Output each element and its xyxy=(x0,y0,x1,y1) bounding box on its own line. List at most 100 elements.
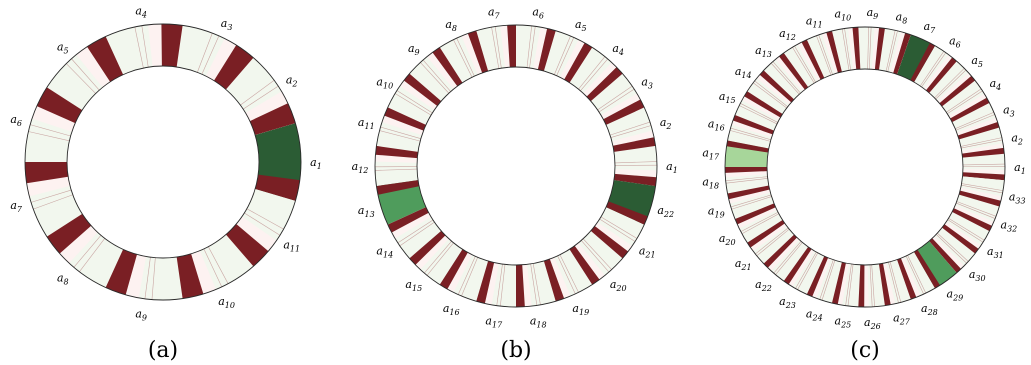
segment-label-subscript: 11 xyxy=(812,21,822,30)
segment-guide-line xyxy=(208,246,229,284)
segment-subband xyxy=(756,74,792,105)
segment-label-subscript: 14 xyxy=(741,71,751,80)
segment-label-a24: a24 xyxy=(806,308,823,323)
segment-subband xyxy=(125,254,147,298)
segment-guide-line xyxy=(731,196,772,210)
divider-band-2 xyxy=(962,147,1005,158)
segment-guide-line xyxy=(614,161,657,164)
segment-guide-line xyxy=(529,26,536,68)
segment-label-a3: a3 xyxy=(1003,103,1015,118)
segment-label-a12: a12 xyxy=(779,27,796,42)
segment-subband xyxy=(962,169,1005,175)
segment-subband xyxy=(533,27,548,70)
segment-guide-line xyxy=(725,178,768,184)
segment-guide-line xyxy=(740,103,778,123)
segment-guide-line xyxy=(581,240,610,273)
segment-label-a22: a22 xyxy=(755,278,772,293)
segment-label-a4: a4 xyxy=(135,5,147,20)
segment-guide-line xyxy=(559,254,579,293)
segment-guide-line xyxy=(887,30,898,72)
segment-guide-line xyxy=(556,37,575,76)
segment-guide-line xyxy=(532,263,541,305)
segment-label-a11: a11 xyxy=(283,239,300,254)
segment-subband xyxy=(574,242,605,280)
segment-guide-line xyxy=(610,125,652,138)
segment-guide-line xyxy=(797,252,819,290)
segment-subband xyxy=(725,171,768,178)
divider-band-3 xyxy=(957,121,1000,140)
segment-label-a11: a11 xyxy=(806,15,823,30)
divider-band-19 xyxy=(543,259,565,302)
segment-label-subscript: 2 xyxy=(665,122,671,131)
segment-guide-line xyxy=(394,93,432,116)
divider-band-12 xyxy=(375,145,419,159)
segment-subband xyxy=(812,257,832,299)
segment-guide-line xyxy=(935,69,967,100)
segment-subband xyxy=(797,42,821,82)
divider-band-4 xyxy=(586,67,623,102)
segment-label-a7: a7 xyxy=(924,20,937,35)
segment-guide-line xyxy=(947,219,984,243)
segment-label-subscript: 14 xyxy=(383,250,393,259)
segment-subband xyxy=(76,46,111,88)
segment-label-subscript: 31 xyxy=(994,251,1004,260)
segment-label-subscript: 33 xyxy=(1015,196,1025,205)
divider-band-7 xyxy=(25,162,69,184)
segment-guide-line xyxy=(754,80,788,107)
divider-band-5 xyxy=(87,36,124,82)
segment-label-a15: a15 xyxy=(405,278,422,293)
segment-guide-line xyxy=(582,238,612,270)
segment-guide-line xyxy=(397,219,434,244)
divider-band-18 xyxy=(516,264,525,307)
segment-label-a21: a21 xyxy=(735,257,752,272)
segment-guide-line xyxy=(600,216,638,239)
segment-subband xyxy=(944,221,982,249)
segment-label-subscript: 30 xyxy=(975,274,985,283)
segment-subband xyxy=(890,31,906,74)
segment-guide-line xyxy=(739,105,778,125)
segment-guide-line xyxy=(242,85,279,110)
segment-label-a23: a23 xyxy=(779,295,796,310)
segment-guide-line xyxy=(71,58,100,91)
segment-label-subscript: 27 xyxy=(899,318,911,327)
divider-band-22 xyxy=(606,201,648,225)
segment-guide-line xyxy=(28,131,70,142)
divider-band-9 xyxy=(874,27,885,70)
segment-label-a8: a8 xyxy=(445,18,457,33)
divider-band-32 xyxy=(952,208,993,232)
segment-label-a22: a22 xyxy=(657,204,674,219)
divider-band-2 xyxy=(612,137,656,152)
segment-label-subscript: 20 xyxy=(615,284,626,293)
segment-guide-line xyxy=(79,238,106,272)
segment-guide-line xyxy=(946,88,982,113)
segment-guide-line xyxy=(962,163,1005,166)
segment-subband xyxy=(750,223,787,252)
segment-label-subscript: 32 xyxy=(1007,225,1017,234)
segment-label-subscript: 4 xyxy=(141,11,147,20)
segment-guide-line xyxy=(730,194,772,208)
segment-label-subscript: 12 xyxy=(358,166,368,175)
segment-label-subscript: 10 xyxy=(225,301,235,310)
segment-guide-line xyxy=(961,184,1003,194)
segment-label-subscript: 9 xyxy=(873,12,878,21)
segment-guide-line xyxy=(526,25,532,68)
segment-label-a30: a30 xyxy=(969,268,986,283)
ring-panel-b: a1 a2 a3 a4 a5 a6 a7 a8 a9 a10 a11 a12 a13 a14 a15 a16 a… xyxy=(352,6,678,330)
divider-band-1 xyxy=(962,172,1005,181)
segment-label-subscript: 21 xyxy=(740,263,751,272)
segment-label-subscript: 2 xyxy=(291,79,297,88)
segment-label-subscript: 6 xyxy=(17,119,22,128)
divider-band-3 xyxy=(213,45,254,90)
segment-subband xyxy=(728,189,771,204)
divider-band-10 xyxy=(176,253,204,299)
divider-band-26 xyxy=(858,264,865,307)
segment-label-subscript: 25 xyxy=(840,320,851,329)
divider-band-7 xyxy=(507,25,516,68)
segment-label-a11: a11 xyxy=(358,116,375,131)
segment-subband xyxy=(375,154,418,163)
divider-band-1 xyxy=(255,174,300,201)
segment-label-a2: a2 xyxy=(660,116,672,131)
segment-label-a12: a12 xyxy=(352,160,369,175)
segment-label-a5: a5 xyxy=(971,54,983,69)
ring-segment-20 xyxy=(735,203,783,243)
